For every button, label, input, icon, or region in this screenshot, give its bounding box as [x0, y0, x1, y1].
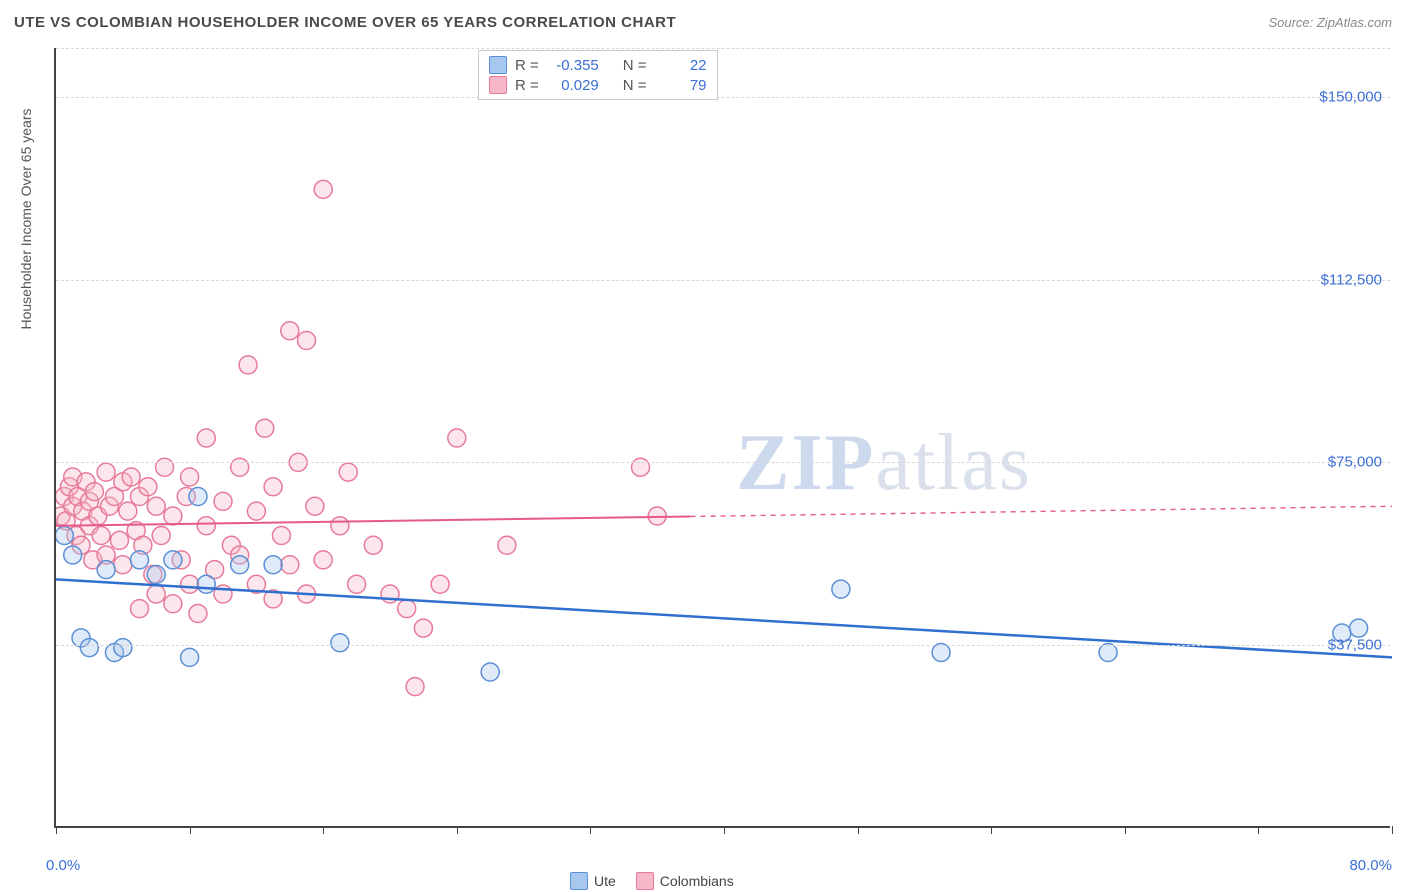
title-bar: UTE VS COLOMBIAN HOUSEHOLDER INCOME OVER… — [0, 0, 1406, 36]
y-axis-title: Householder Income Over 65 years — [18, 109, 34, 330]
n-value-ute: 22 — [655, 57, 707, 74]
stats-row-ute: R = -0.355 N = 22 — [489, 55, 707, 75]
swatch-colombians — [489, 76, 507, 94]
y-tick-label: $75,000 — [1328, 454, 1382, 471]
y-tick-label: $150,000 — [1319, 88, 1382, 105]
legend-item-colombians: Colombians — [636, 872, 734, 890]
stats-legend-box: R = -0.355 N = 22 R = 0.029 N = 79 — [478, 50, 718, 100]
swatch-ute-icon — [570, 872, 588, 890]
legend-label-colombians: Colombians — [660, 873, 734, 889]
y-tick-label: $112,500 — [1321, 271, 1382, 288]
n-label: N = — [623, 77, 647, 94]
r-value-ute: -0.355 — [547, 57, 599, 74]
x-max-label: 80.0% — [1349, 857, 1392, 874]
swatch-ute — [489, 56, 507, 74]
correlation-chart: UTE VS COLOMBIAN HOUSEHOLDER INCOME OVER… — [0, 0, 1406, 892]
legend-label-ute: Ute — [594, 873, 616, 889]
r-label: R = — [515, 57, 539, 74]
n-value-colombians: 79 — [655, 77, 707, 94]
plot-area: ZIPatlas $37,500$75,000$112,500$150,000 — [54, 48, 1390, 828]
legend-item-ute: Ute — [570, 872, 616, 890]
source-attribution: Source: ZipAtlas.com — [1268, 15, 1392, 30]
r-label: R = — [515, 77, 539, 94]
n-label: N = — [623, 57, 647, 74]
stats-row-colombians: R = 0.029 N = 79 — [489, 75, 707, 95]
r-value-colombians: 0.029 — [547, 77, 599, 94]
x-min-label: 0.0% — [46, 857, 80, 874]
swatch-colombians-icon — [636, 872, 654, 890]
bottom-legend: Ute Colombians — [570, 872, 734, 890]
y-tick-label: $37,500 — [1328, 637, 1382, 654]
plot-svg — [56, 48, 1392, 828]
chart-title: UTE VS COLOMBIAN HOUSEHOLDER INCOME OVER… — [14, 14, 676, 31]
